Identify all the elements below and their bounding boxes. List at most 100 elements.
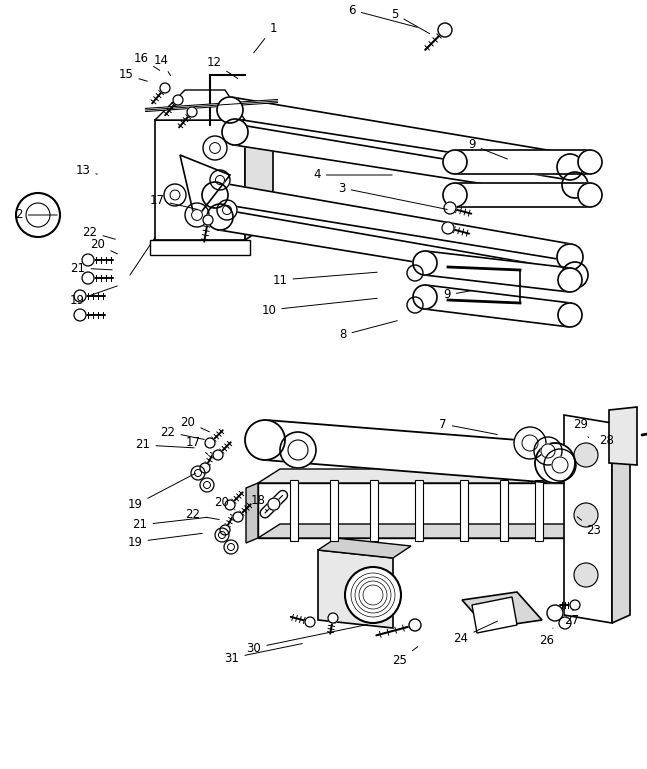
Text: 20: 20 xyxy=(181,415,210,432)
Circle shape xyxy=(280,432,316,468)
Circle shape xyxy=(210,170,230,190)
Circle shape xyxy=(82,272,94,284)
Polygon shape xyxy=(155,90,245,120)
Circle shape xyxy=(228,544,234,551)
Polygon shape xyxy=(150,240,250,255)
Circle shape xyxy=(195,470,201,477)
Polygon shape xyxy=(258,469,587,483)
Circle shape xyxy=(578,150,602,174)
Circle shape xyxy=(407,297,423,313)
Circle shape xyxy=(443,183,467,207)
Text: 19: 19 xyxy=(69,286,117,307)
Circle shape xyxy=(442,222,454,234)
Circle shape xyxy=(187,107,197,117)
Circle shape xyxy=(204,481,210,488)
Text: 13: 13 xyxy=(76,164,97,177)
Circle shape xyxy=(557,244,583,270)
Text: 2: 2 xyxy=(16,208,57,221)
Text: 7: 7 xyxy=(439,418,498,434)
Circle shape xyxy=(363,585,383,605)
Text: 25: 25 xyxy=(393,647,418,667)
Text: 17: 17 xyxy=(149,194,197,209)
Polygon shape xyxy=(155,120,245,240)
Circle shape xyxy=(26,203,50,227)
Circle shape xyxy=(215,528,229,542)
Polygon shape xyxy=(258,483,565,538)
Circle shape xyxy=(217,97,243,123)
Circle shape xyxy=(224,540,238,554)
Polygon shape xyxy=(564,415,612,623)
Polygon shape xyxy=(415,480,423,541)
Polygon shape xyxy=(462,592,542,628)
Circle shape xyxy=(173,95,183,105)
Text: 21: 21 xyxy=(71,261,112,275)
Text: 14: 14 xyxy=(153,54,171,75)
Circle shape xyxy=(288,440,308,460)
Text: 31: 31 xyxy=(225,644,302,664)
Polygon shape xyxy=(612,415,630,623)
Text: 11: 11 xyxy=(272,272,377,287)
Circle shape xyxy=(74,290,86,302)
Circle shape xyxy=(16,193,60,237)
Polygon shape xyxy=(472,597,517,633)
Circle shape xyxy=(203,215,213,225)
Circle shape xyxy=(192,210,203,221)
Circle shape xyxy=(558,268,582,292)
Circle shape xyxy=(409,619,421,631)
Text: 15: 15 xyxy=(118,68,148,82)
Circle shape xyxy=(574,443,598,467)
Text: 1: 1 xyxy=(254,22,277,53)
Circle shape xyxy=(213,450,223,460)
Circle shape xyxy=(535,443,575,483)
Circle shape xyxy=(202,182,228,208)
Circle shape xyxy=(185,203,209,227)
Polygon shape xyxy=(455,150,590,174)
Polygon shape xyxy=(218,205,577,288)
Text: 27: 27 xyxy=(564,610,580,627)
Text: 22: 22 xyxy=(83,225,115,239)
Polygon shape xyxy=(500,480,508,541)
Circle shape xyxy=(205,438,215,448)
Circle shape xyxy=(245,420,285,460)
Circle shape xyxy=(164,184,186,206)
Circle shape xyxy=(413,251,437,275)
Circle shape xyxy=(225,500,235,510)
Polygon shape xyxy=(370,480,378,541)
Circle shape xyxy=(82,254,94,266)
Polygon shape xyxy=(233,119,577,198)
Text: 30: 30 xyxy=(247,624,367,654)
Circle shape xyxy=(407,265,423,281)
Circle shape xyxy=(305,617,315,627)
Polygon shape xyxy=(290,480,298,541)
Text: 19: 19 xyxy=(127,473,195,511)
Circle shape xyxy=(413,285,437,309)
Circle shape xyxy=(534,437,562,465)
Text: 10: 10 xyxy=(261,298,377,317)
Text: 28: 28 xyxy=(596,434,615,450)
Circle shape xyxy=(541,444,555,458)
Polygon shape xyxy=(424,285,571,327)
Circle shape xyxy=(444,202,456,214)
Polygon shape xyxy=(246,483,258,543)
Text: 17: 17 xyxy=(186,437,208,454)
Polygon shape xyxy=(155,102,273,120)
Circle shape xyxy=(570,600,580,610)
Text: 19: 19 xyxy=(127,534,203,548)
Polygon shape xyxy=(455,183,590,207)
Circle shape xyxy=(544,449,576,481)
Circle shape xyxy=(170,190,180,200)
Text: 16: 16 xyxy=(133,52,160,71)
Circle shape xyxy=(552,457,568,473)
Text: 22: 22 xyxy=(186,508,219,521)
Circle shape xyxy=(223,205,232,215)
Text: 29: 29 xyxy=(573,418,589,438)
Text: 9: 9 xyxy=(443,288,472,301)
Text: 26: 26 xyxy=(540,628,554,647)
Circle shape xyxy=(574,563,598,587)
Circle shape xyxy=(191,466,205,480)
Circle shape xyxy=(207,204,233,230)
Circle shape xyxy=(559,617,571,629)
Polygon shape xyxy=(263,420,556,483)
Circle shape xyxy=(345,567,401,623)
Polygon shape xyxy=(609,407,637,465)
